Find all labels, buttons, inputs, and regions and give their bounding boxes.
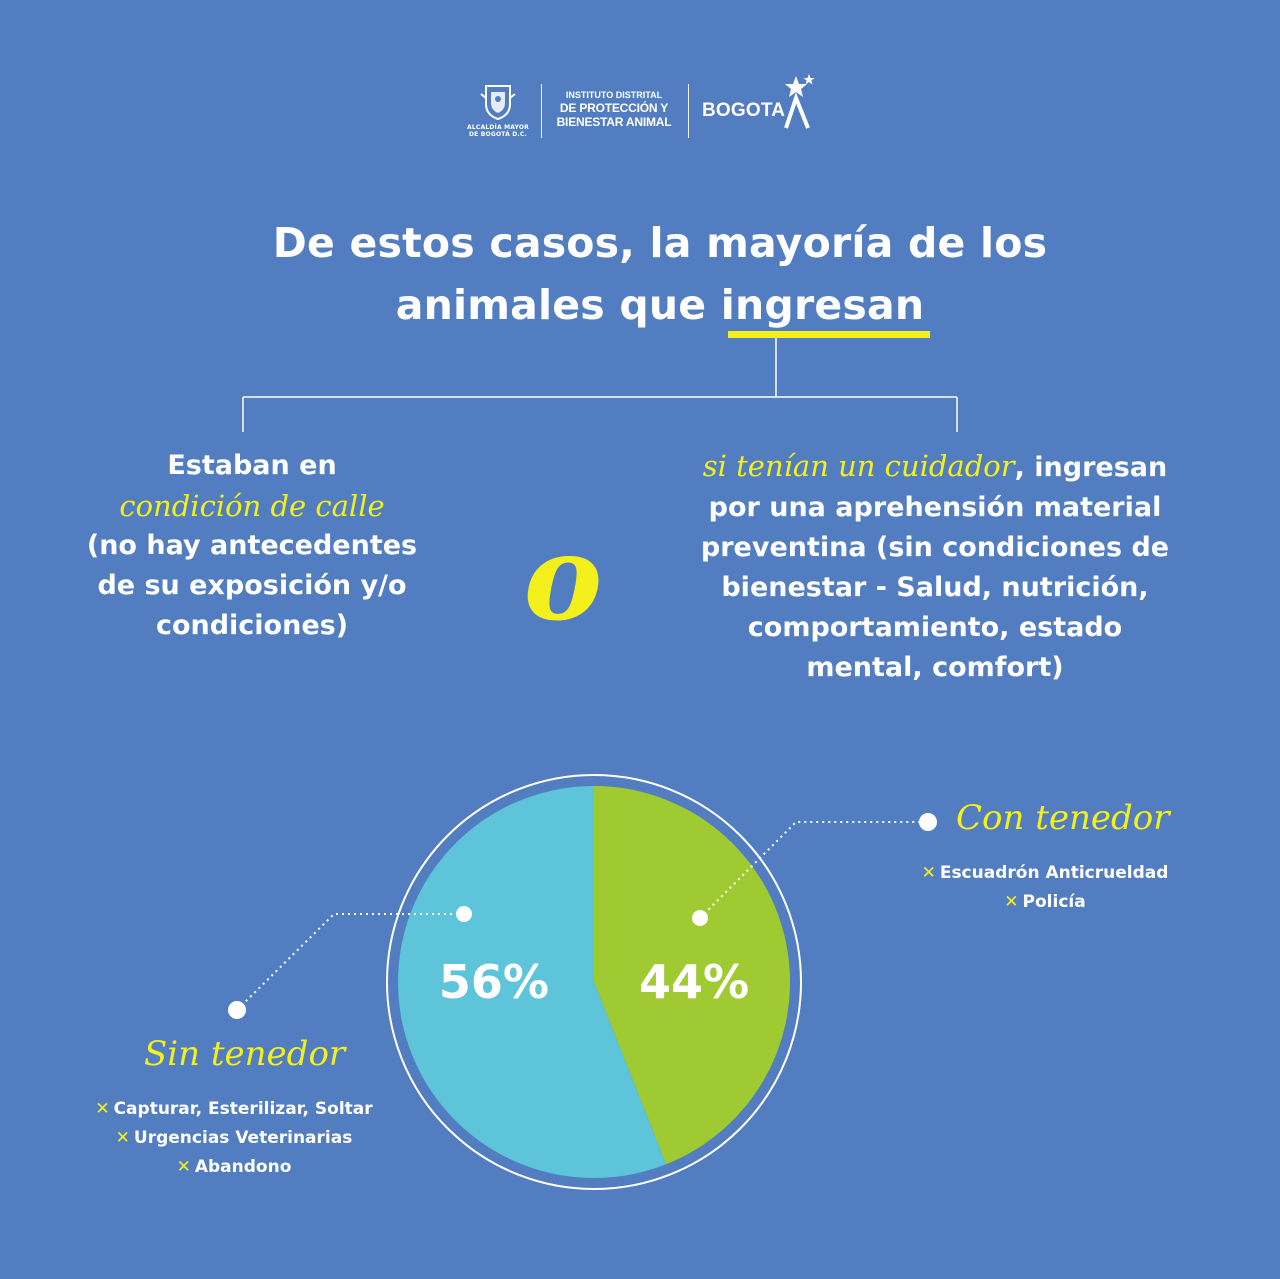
institute-logo-text: INSTITUTO DISTRITAL DE PROTECCIÓN Y BIEN… — [552, 90, 676, 129]
pie-label-sin-tenedor: 56% — [439, 955, 549, 1009]
logo-divider — [688, 84, 689, 138]
right-line-4: bienestar - Salud, nutrición, — [721, 572, 1149, 603]
list-item: ✕ Urgencias Veterinarias — [74, 1124, 394, 1153]
crest-text-2: DE BOGOTÁ D.C. — [469, 131, 527, 138]
title-emphasis: ingresan — [720, 281, 925, 329]
right-line-3: preventina (sin condiciones de — [700, 532, 1170, 563]
title-line-1: De estos casos, la mayoría de los — [272, 219, 1048, 267]
institute-line-2: DE PROTECCIÓN Y — [559, 101, 669, 115]
right-line-6: mental, comfort) — [806, 652, 1064, 683]
x-icon: ✕ — [1004, 892, 1019, 912]
left-line-5: condiciones) — [155, 610, 349, 641]
left-line-3: (no hay antecedentes — [86, 530, 418, 561]
x-icon: ✕ — [95, 1099, 110, 1119]
title-underline — [728, 331, 930, 338]
left-emphasis: condición de calle — [119, 489, 385, 523]
right-line-1: si tenían un cuidador, ingresan — [690, 446, 1180, 488]
leader-dot-con-outer — [919, 813, 937, 831]
crest-text-1: ALCALDÍA MAYOR — [467, 124, 529, 131]
x-icon: ✕ — [115, 1128, 130, 1148]
list-item-text: Capturar, Esterilizar, Soltar — [113, 1099, 373, 1119]
list-item-text: Urgencias Veterinarias — [133, 1128, 353, 1148]
logo-divider — [541, 84, 542, 138]
right-line-1-rest: , ingresan — [1014, 452, 1168, 483]
option-street-condition: Estaban en condición de calle (no hay an… — [72, 446, 432, 646]
sin-tenedor-list: ✕ Capturar, Esterilizar, Soltar ✕ Urgencia… — [74, 1095, 394, 1182]
stars-icon — [784, 74, 815, 129]
list-item-text: Abandono — [194, 1157, 292, 1177]
page-title: De estos casos, la mayoría de los animal… — [140, 212, 1180, 336]
list-item: ✕ Abandono — [74, 1153, 394, 1182]
left-line-1: Estaban en — [167, 450, 337, 481]
list-item: ✕ Capturar, Esterilizar, Soltar — [74, 1095, 394, 1124]
separator-o: o — [523, 508, 603, 647]
institute-line-3: BIENESTAR ANIMAL — [556, 115, 672, 129]
list-item: ✕ Escuadrón Anticrueldad — [900, 859, 1190, 888]
con-tenedor-list: ✕ Escuadrón Anticrueldad ✕ Policía — [900, 859, 1190, 917]
pie-chart: 44% 56% — [386, 774, 802, 1190]
pie-slice-sin-tenedor — [398, 786, 667, 1178]
x-icon: ✕ — [176, 1157, 191, 1177]
bogota-logo-text: BOGOTA — [702, 100, 786, 121]
list-item: ✕ Policía — [900, 888, 1190, 917]
header-logos: ALCALDÍA MAYOR DE BOGOTÁ D.C. INSTITUTO … — [0, 0, 1280, 150]
leader-dot-sin-outer — [228, 1001, 246, 1019]
institute-line-1: INSTITUTO DISTRITAL — [565, 90, 663, 100]
category-label-sin-tenedor: Sin tenedor — [144, 1034, 346, 1074]
category-label-con-tenedor: Con tenedor — [956, 798, 1170, 838]
list-item-text: Escuadrón Anticrueldad — [939, 863, 1169, 883]
alcaldia-logo: ALCALDÍA MAYOR DE BOGOTÁ D.C. — [462, 84, 534, 138]
right-emphasis: si tenían un cuidador — [702, 449, 1015, 483]
list-item-text: Policía — [1022, 892, 1086, 912]
x-icon: ✕ — [921, 863, 936, 883]
option-with-caretaker: si tenían un cuidador, ingresan por una … — [690, 446, 1180, 688]
pie-label-con-tenedor: 44% — [639, 955, 749, 1009]
right-line-5: comportamiento, estado — [747, 612, 1123, 643]
crest-icon — [480, 85, 516, 121]
right-line-2: por una aprehensión material — [708, 492, 1162, 523]
left-line-4: de su exposición y/o — [97, 570, 407, 601]
title-line-2-pre: animales que — [395, 281, 721, 329]
title-line-2: animales que ingresan — [140, 274, 1180, 336]
